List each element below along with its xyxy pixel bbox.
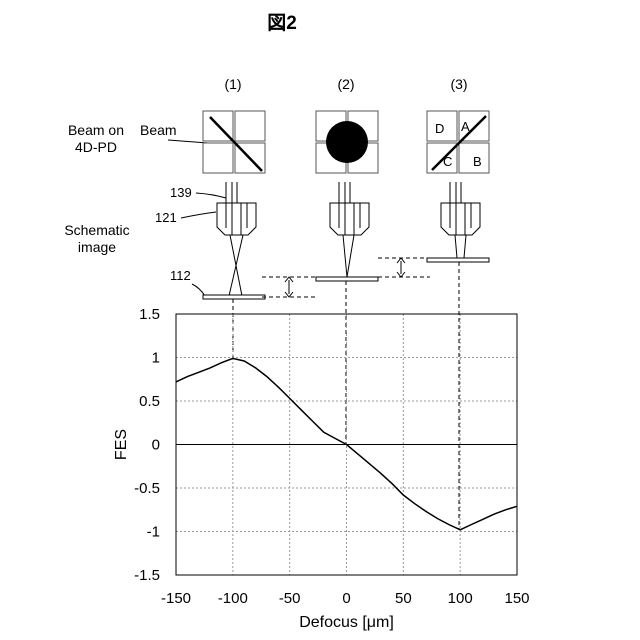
x-tick-label: 100 — [448, 590, 473, 607]
y-tick-label: 0.5 — [139, 393, 160, 410]
x-axis-label: Defocus [μm] — [299, 614, 394, 631]
quadrant-label-d: D — [435, 121, 444, 136]
y-tick-label: -1.5 — [134, 567, 160, 584]
y-tick-label: 1 — [152, 350, 160, 367]
x-tick-label: -150 — [161, 590, 191, 607]
column-label-3: (3) — [450, 76, 467, 92]
disc-3 — [427, 258, 489, 262]
column-label-2: (2) — [337, 76, 354, 92]
ref-139-label: 139 — [170, 185, 192, 200]
y-tick-label: 0 — [152, 437, 160, 454]
quadrant-label-b: B — [473, 154, 482, 169]
y-tick-label: 1.5 — [139, 306, 160, 323]
x-tick-label: 50 — [395, 590, 412, 607]
ref-121-label: 121 — [155, 210, 177, 225]
figure-title: 図2 — [267, 12, 297, 34]
ref-112-label: 112 — [170, 268, 191, 283]
fes-chart: -150 -100 -50 0 50 100 150 1.5 1 0.5 0 -0.5 -1 -1.5 De… — [113, 306, 530, 631]
detector-2-beam-spot — [326, 121, 368, 163]
disc-2 — [316, 277, 378, 281]
quadrant-label-c: C — [443, 154, 452, 169]
ref-139-leader — [196, 193, 226, 198]
column-label-1: (1) — [224, 76, 241, 92]
x-tick-label: -100 — [218, 590, 248, 607]
lens-schematic-3 — [441, 182, 480, 258]
x-tick-label: 0 — [342, 590, 350, 607]
y-tick-label: -1 — [147, 524, 160, 541]
y-tick-label: -0.5 — [134, 480, 160, 497]
ref-112-leader — [192, 284, 205, 296]
beam-label: Beam — [140, 122, 177, 138]
schematic-label-line2: image — [78, 239, 116, 255]
beam-on-label-line2: 4D-PD — [75, 139, 117, 155]
x-tick-label: 150 — [504, 590, 529, 607]
lens-schematic-1 — [217, 182, 256, 296]
x-tick-label: -50 — [279, 590, 301, 607]
beam-leader-line — [168, 140, 208, 143]
beam-on-label-line1: Beam on — [68, 122, 124, 138]
lens-schematic-2 — [330, 182, 369, 277]
schematic-label-line1: Schematic — [64, 222, 129, 238]
ref-121-leader — [181, 212, 216, 218]
disc-1 — [203, 295, 265, 299]
quadrant-label-a: A — [461, 119, 470, 134]
y-axis-label: FES — [113, 429, 130, 460]
